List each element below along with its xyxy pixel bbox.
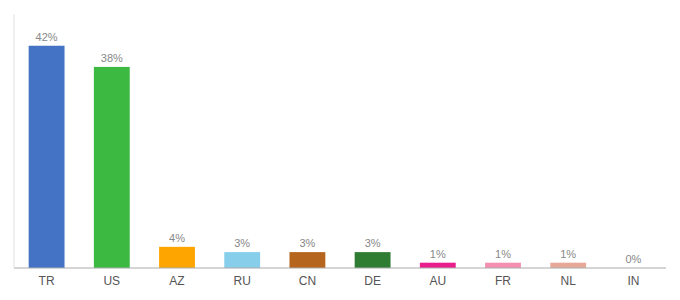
- bar: [420, 263, 456, 268]
- bar: [550, 263, 586, 268]
- x-tick-label: US: [103, 274, 120, 288]
- bars: [29, 46, 586, 268]
- data-label: 42%: [36, 31, 58, 43]
- x-tick-label: AZ: [169, 274, 184, 288]
- x-tick-label: RU: [234, 274, 251, 288]
- data-label: 3%: [234, 237, 250, 249]
- bar: [224, 252, 260, 268]
- bar: [94, 67, 130, 268]
- x-tick-label: DE: [364, 274, 381, 288]
- bar: [485, 263, 521, 268]
- data-label: 0%: [625, 253, 641, 265]
- x-tick-label: TR: [39, 274, 55, 288]
- data-label: 1%: [495, 248, 511, 260]
- x-tick-label: IN: [627, 274, 639, 288]
- data-labels: 42% 38% 4% 3% 3% 3% 1% 1% 1% 0%: [36, 31, 642, 265]
- x-axis-line: [14, 268, 666, 269]
- data-label: 3%: [299, 237, 315, 249]
- bar: [159, 247, 195, 268]
- chart-container: TR US AZ RU CN DE AU FR NL IN 42% 38% 4% 3% 3% 3% 1% 1% 1%…: [0, 0, 680, 300]
- data-label: 1%: [560, 248, 576, 260]
- data-label: 4%: [169, 232, 185, 244]
- bar: [355, 252, 391, 268]
- chart: TR US AZ RU CN DE AU FR NL IN 42% 38% 4% 3% 3% 3% 1% 1% 1%…: [0, 0, 680, 300]
- data-label: 38%: [101, 52, 123, 64]
- data-label: 1%: [430, 248, 446, 260]
- x-tick-label: NL: [561, 274, 577, 288]
- x-tick-label: CN: [299, 274, 316, 288]
- x-tick-label: AU: [429, 274, 446, 288]
- y-axis-line: [14, 14, 15, 268]
- data-label: 3%: [365, 237, 381, 249]
- x-tick-label: FR: [495, 274, 511, 288]
- bar: [289, 252, 325, 268]
- bar: [29, 46, 65, 268]
